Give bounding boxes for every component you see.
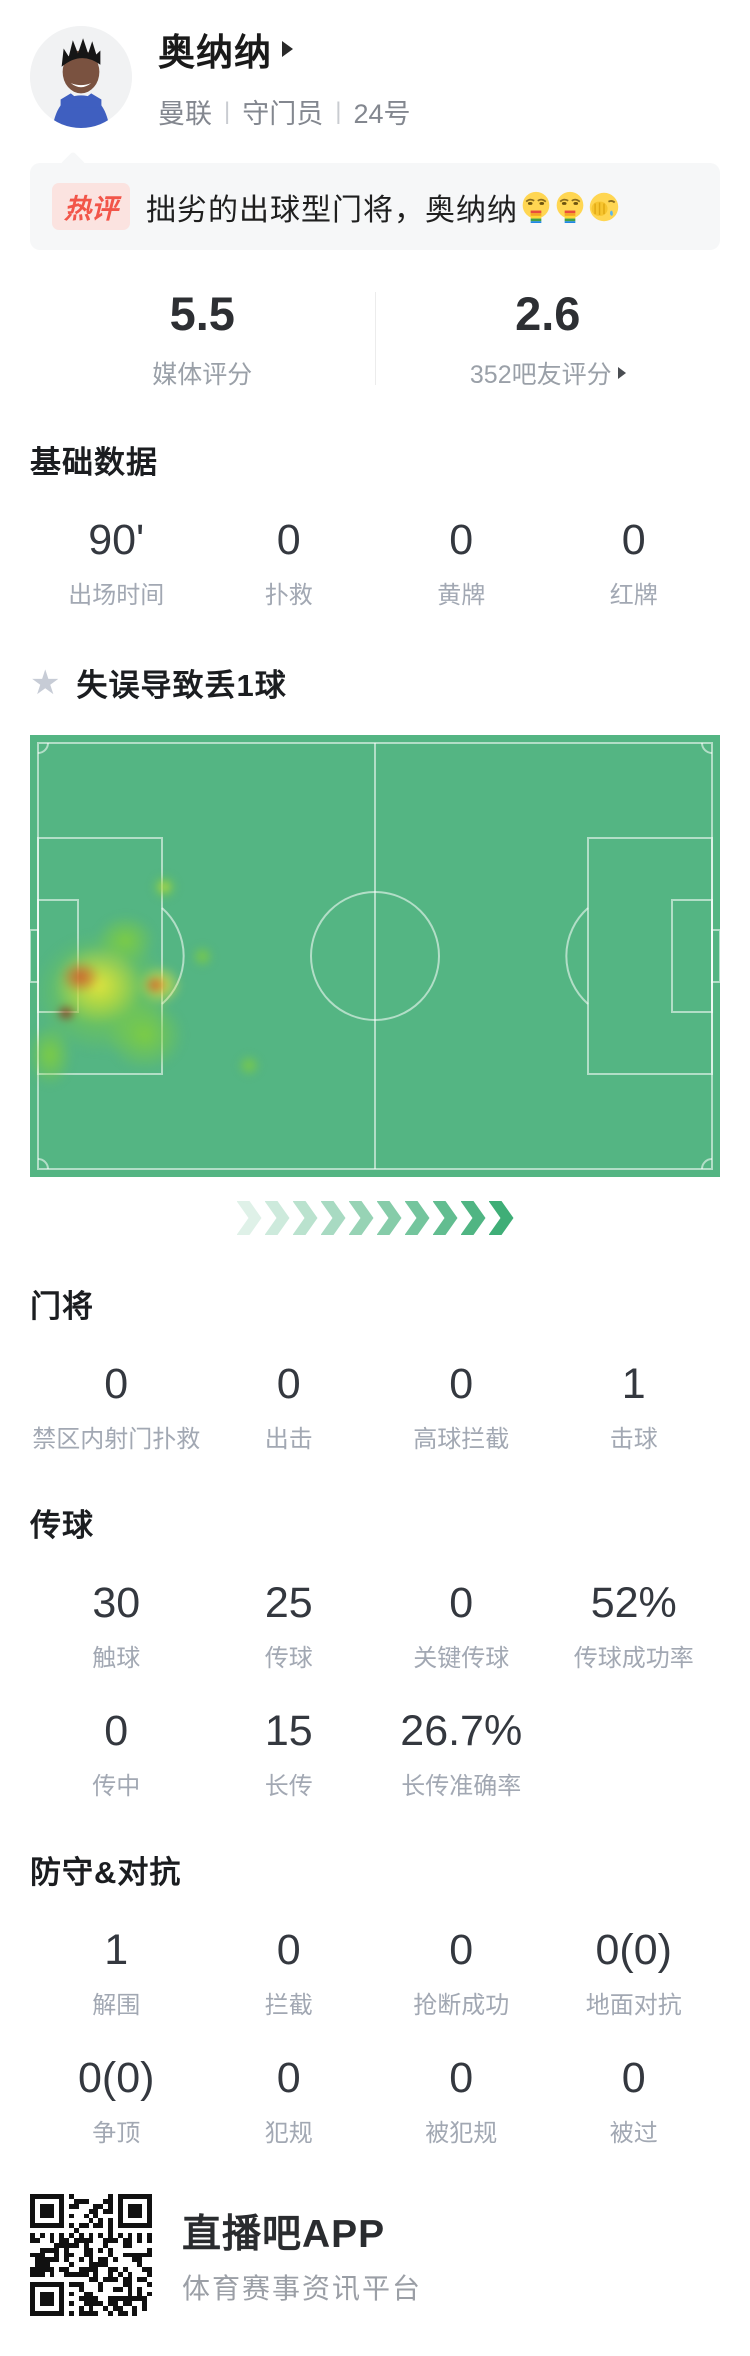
stat-cell: 15 长传 [264,1707,313,1800]
chevron-icon [236,1201,262,1235]
chevron-icon [404,1201,430,1235]
player-name: 奥纳纳 [158,32,272,73]
fans-rating[interactable]: 2.6 352吧友评分 [376,286,721,391]
stat-cell: 52% 传球成功率 [573,1579,694,1672]
player-header: 奥纳纳 曼联 | 守门员 | 24号 [30,22,720,131]
stat-cell-empty [548,1707,721,1801]
player-info: 奥纳纳 曼联 | 守门员 | 24号 [158,22,411,131]
hot-comment-text: 拙劣的出球型门将，奥纳纳 [146,193,518,227]
player-avatar-image [30,25,132,128]
app-footer: 直播吧APP 体育赛事资讯平台 [30,2194,720,2316]
stat-cell: 30 触球 [92,1579,141,1672]
fans-rating-label: 352吧友评分 [376,355,721,391]
defense-stats-row-2: 0(0) 争顶 0 犯规 0 被犯规 0 被过 [30,2054,720,2148]
star-icon: ★ [30,663,61,702]
stat-cell: 0 传中 [92,1707,141,1800]
heat-blob [156,879,173,895]
highlight-text: 失误导致丢1球 [76,668,287,703]
rainbow-vomit-emoji [520,191,552,223]
app-name: 直播吧APP [182,2213,386,2256]
section-title-defense: 防守&对抗 [30,1855,182,1890]
stat-cell: 0 高球拦截 [413,1360,510,1453]
stat-cell: 1 击球 [609,1360,658,1453]
heat-blob [232,1049,265,1081]
meta-divider: | [335,97,342,125]
stat-cell: 1 解围 [92,1926,141,2019]
chevron-icon [320,1201,346,1235]
chevron-right-icon [617,367,626,379]
passing-stats-row-2: 0 传中 15 长传 26.7% 长传准确率 [30,1707,720,1801]
stat-cell: 0 黄牌 [437,516,486,609]
hot-comment-banner[interactable]: 热评 拙劣的出球型门将，奥纳纳 [30,151,720,250]
stat-cell: 25 传球 [264,1579,313,1672]
heat-blob [186,941,219,973]
player-name-row[interactable]: 奥纳纳 [158,22,411,76]
rainbow-vomit-emoji [554,191,586,223]
chevron-icon [376,1201,402,1235]
chevron-icon [264,1201,290,1235]
section-title-passing: 传球 [30,1508,94,1543]
stat-cell: 0 被过 [609,2054,658,2147]
chevron-icon [432,1201,458,1235]
defense-stats-row-1: 1 解围 0 拦截 0 抢断成功 0(0) 地面对抗 [30,1926,720,2020]
stat-cell: 0 禁区内射门扑救 [32,1360,201,1453]
stat-cell: 0 关键传球 [413,1579,510,1672]
team-name: 曼联 [158,99,212,129]
chevron-icon [292,1201,318,1235]
stat-cell: 90' 出场时间 [68,516,165,609]
player-avatar[interactable] [30,25,132,128]
heat-blob [54,955,107,1000]
player-meta: 曼联 | 守门员 | 24号 [158,92,411,131]
stat-cell: 0 出击 [264,1360,313,1453]
stat-cell: 26.7% 长传准确率 [400,1707,523,1800]
goalkeeper-stats-row: 0 禁区内射门扑救 0 出击 0 高球拦截 1 击球 [30,1360,720,1454]
chevron-icon [460,1201,486,1235]
footer-info: 直播吧APP 体育赛事资讯平台 [182,2203,422,2307]
speech-tail [60,151,86,177]
stat-cell: 0 拦截 [264,1926,313,2019]
facepalm-cry-emoji [588,191,620,223]
stat-cell: 0(0) 争顶 [78,2054,155,2147]
media-rating: 5.5 媒体评分 [30,286,375,391]
ratings-row: 5.5 媒体评分 2.6 352吧友评分 [30,286,720,391]
section-title-goalkeeper: 门将 [30,1289,94,1324]
stat-cell: 0(0) 地面对抗 [585,1926,682,2019]
chevron-icon [488,1201,514,1235]
chevron-separator [30,1201,720,1235]
highlight-row: ★ 失误导致丢1球 [30,660,720,705]
stat-cell: 0 扑救 [264,516,313,609]
meta-divider: | [224,97,231,125]
stat-cell: 0 犯规 [264,2054,313,2147]
qr-code [30,2194,152,2316]
chevron-right-icon [282,41,293,57]
app-tagline: 体育赛事资讯平台 [182,2273,423,2304]
shirt-number: 24号 [353,99,411,129]
basic-stats-row: 90' 出场时间 0 扑救 0 黄牌 0 红牌 [30,516,720,610]
media-rating-label: 媒体评分 [152,361,253,389]
heat-blob [52,1001,79,1025]
hot-badge: 热评 [52,183,130,230]
heat-blob [140,971,171,999]
section-title-basic: 基础数据 [30,445,158,480]
chevron-icon [348,1201,374,1235]
passing-stats-row-1: 30 触球 25 传球 0 关键传球 52% 传球成功率 [30,1579,720,1673]
stat-cell: 0 被犯规 [425,2054,498,2147]
player-position: 守门员 [242,99,324,129]
ratings-divider [374,292,376,385]
fans-rating-value: 2.6 [515,287,581,340]
stat-cell: 0 抢断成功 [413,1926,510,2019]
heatmap-layer [30,735,720,1177]
heatmap-pitch [30,735,720,1177]
media-rating-value: 5.5 [169,287,235,340]
stat-cell: 0 红牌 [609,516,658,609]
